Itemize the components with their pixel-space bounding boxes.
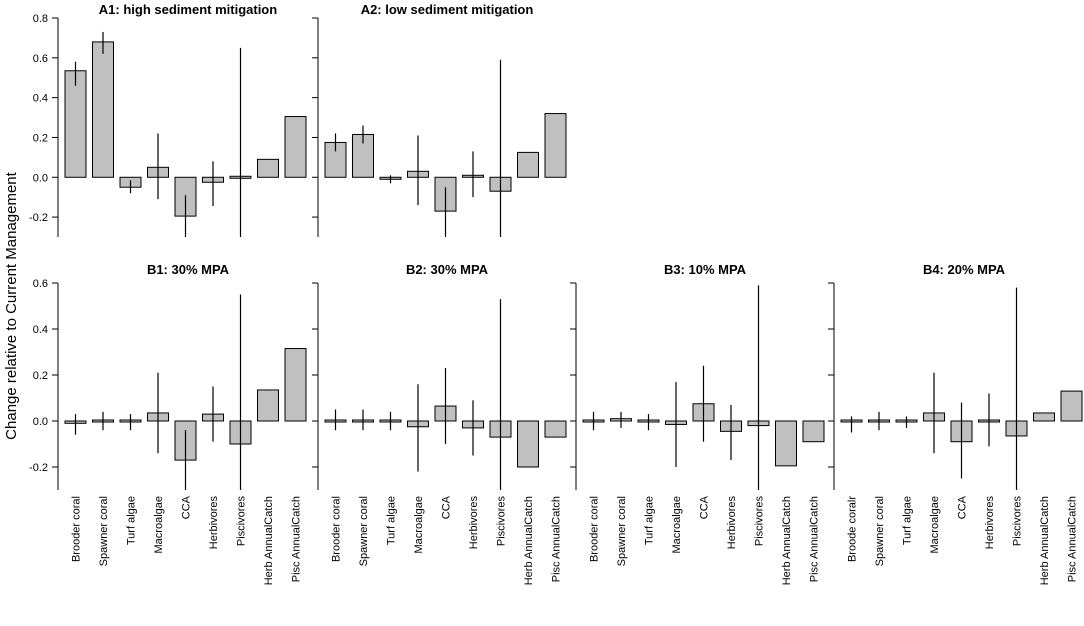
panel-5-category-label: Herbivores (726, 496, 738, 550)
panel-6-category-label: Herbivores (984, 496, 996, 550)
panel-6-title: B4: 20% MPA (923, 262, 1006, 277)
panel-3-category-label: Brooder coral (71, 496, 83, 562)
panel-6-category-label: Macroalgae (929, 496, 941, 553)
panel-6-category-label: CCA (957, 495, 969, 519)
panel-5-category-label: Turf algae (644, 496, 656, 545)
panel-6-category-label: Pisc AnnualCatch (1067, 496, 1079, 582)
panel-3-bar-8 (257, 389, 279, 422)
panel-4-category-label: Brooder coral (331, 496, 343, 562)
panel-1-y-tick-label: 0.6 (33, 53, 48, 65)
panel-4-category-label: Herb AnnualCatch (523, 496, 535, 585)
panel-1-title: A1: high sediment mitigation (99, 2, 277, 17)
panel-5-title: B3: 10% MPA (664, 262, 747, 277)
panel-6-bar-8 (1033, 412, 1055, 422)
panel-2-bar-8 (517, 151, 539, 178)
panel-4-category-label: CCA (441, 495, 453, 519)
panel-5-category-label: Spawner coral (616, 496, 628, 566)
panel-1-y-tick-label: -0.2 (29, 212, 48, 224)
panel-3-y-tick-label: 0.4 (33, 324, 48, 336)
panel-4-category-label: Macroalgae (413, 496, 425, 553)
panel-4-category-label: Piscivores (496, 496, 508, 547)
panel-1-bar-1 (64, 70, 87, 178)
panel-1-y-tick-label: 0.0 (33, 172, 48, 184)
panel-3-y-tick-label: 0.6 (33, 278, 48, 290)
panel-1-bar-9 (284, 116, 307, 178)
panel-3-category-label: Piscivores (236, 496, 248, 547)
panel-2-title: A2: low sediment mitigation (361, 2, 534, 17)
panel-3-category-label: Turf algae (126, 496, 138, 545)
panel-4-category-label: Pisc AnnualCatch (551, 496, 563, 582)
panel-1-bar-8 (257, 158, 279, 178)
panel-4-bar-9 (544, 420, 567, 438)
panel-4-category-label: Spawner coral (358, 496, 370, 566)
panel-6-category-label: Broode coralr (847, 496, 859, 562)
panel-5-category-label: Brooder coral (589, 496, 601, 562)
panel-5-bar-8 (775, 420, 797, 467)
panel-3-y-tick-label: -0.2 (29, 462, 48, 474)
panel-6-bar-9 (1060, 390, 1083, 422)
panel-3-title: B1: 30% MPA (147, 262, 230, 277)
panel-1-y-tick-label: 0.2 (33, 132, 48, 144)
panel-6-category-label: Herb AnnualCatch (1039, 496, 1051, 585)
panel-5-bar-9 (802, 420, 825, 443)
panel-6-category-label: Piscivores (1012, 496, 1024, 547)
panel-5-category-label: Pisc AnnualCatch (809, 496, 821, 582)
panel-5-category-label: Herb AnnualCatch (781, 496, 793, 585)
panel-2-bar-9 (544, 113, 567, 178)
panel-3-category-label: Herbivores (208, 496, 220, 550)
panel-3-bar-9 (284, 348, 307, 422)
panel-6-category-label: Spawner coral (874, 496, 886, 566)
panel-5-category-label: Piscivores (754, 496, 766, 547)
panel-4-category-label: Turf algae (386, 496, 398, 545)
panel-3-y-tick-label: 0.2 (33, 370, 48, 382)
panel-1-y-tick-label: 0.4 (33, 93, 48, 105)
panel-5-category-label: Macroalgae (671, 496, 683, 553)
panel-3-category-label: Herb AnnualCatch (263, 496, 275, 585)
panel-1-y-tick-label: 0.8 (33, 13, 48, 25)
panel-1-bar-2 (92, 41, 114, 178)
panel-3-category-label: CCA (181, 495, 193, 519)
panel-4-title: B2: 30% MPA (406, 262, 489, 277)
panel-3-y-tick-label: 0.0 (33, 416, 48, 428)
panel-3-category-label: Pisc AnnualCatch (291, 496, 303, 582)
panel-4-bar-8 (517, 420, 539, 468)
panel-3-category-label: Macroalgae (153, 496, 165, 553)
panel-3-category-label: Spawner coral (98, 496, 110, 566)
panel-4-category-label: Herbivores (468, 496, 480, 550)
panel-6-category-label: Turf algae (902, 496, 914, 545)
panel-5-category-label: CCA (699, 495, 711, 519)
y-axis-label: Change relative to Current Management (3, 171, 20, 439)
